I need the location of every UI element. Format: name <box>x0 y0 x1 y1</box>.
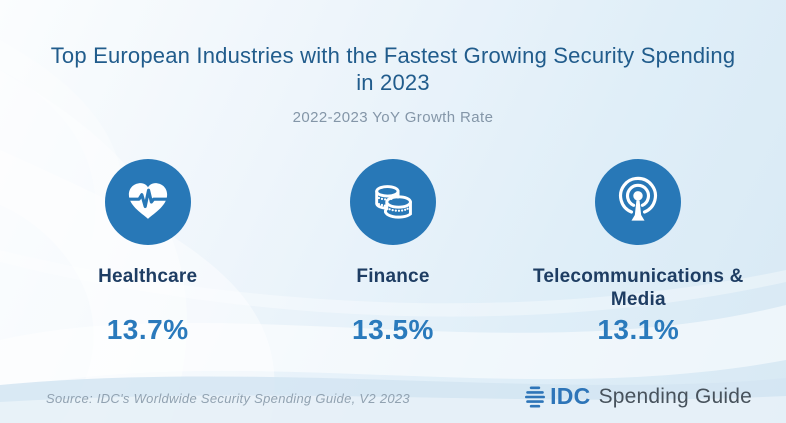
industry-columns: Healthcare 13.7% <box>0 159 786 345</box>
industry-card-telecom-media: Telecommunications & Media 13.1% <box>516 159 761 345</box>
broadcast-icon <box>611 175 665 229</box>
idc-logo-product: Spending Guide <box>598 384 752 408</box>
industry-label: Finance <box>356 266 430 287</box>
healthcare-icon-circle <box>104 159 191 245</box>
page-title-line2: in 2023 <box>356 70 430 95</box>
telecom-icon-circle <box>595 159 682 245</box>
industry-label: Telecommunications & Media <box>533 266 744 310</box>
industry-label: Healthcare <box>98 266 198 287</box>
industry-value: 13.1% <box>597 314 680 345</box>
coins-icon <box>366 175 420 229</box>
idc-logo: IDC Spending Guide <box>523 383 752 410</box>
industry-card-finance: Finance 13.5% <box>270 159 515 345</box>
page-subtitle: 2022-2023 YoY Growth Rate <box>292 109 494 126</box>
page-title: Top European Industries with the Fastest… <box>51 42 736 96</box>
page-title-line1: Top European Industries with the Fastest… <box>50 43 736 68</box>
industry-value: 13.5% <box>352 314 434 345</box>
idc-globe-icon <box>525 386 546 407</box>
source-note: Source: IDC's Worldwide Security Spendin… <box>46 391 410 406</box>
industry-card-healthcare: Healthcare 13.7% <box>25 159 270 345</box>
industry-value: 13.7% <box>106 314 189 345</box>
finance-icon-circle <box>349 159 436 245</box>
idc-logo-brand: IDC <box>550 383 591 409</box>
heart-pulse-icon <box>121 175 175 229</box>
